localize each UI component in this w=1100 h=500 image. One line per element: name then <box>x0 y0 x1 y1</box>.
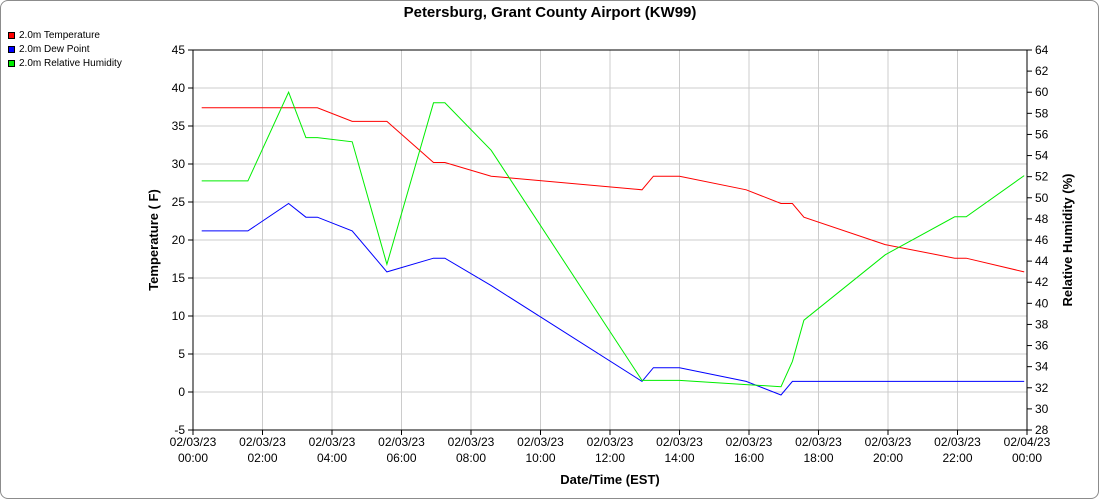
x-tick-date-label: 02/03/23 <box>309 435 356 449</box>
grid-layer <box>192 49 1028 431</box>
x-tick-date-label: 02/03/23 <box>448 435 495 449</box>
y2-tick-label: 64 <box>1035 43 1049 57</box>
y2-tick-label: 36 <box>1035 339 1049 353</box>
axis-layer <box>188 49 1032 435</box>
x-tick-date-label: 02/03/23 <box>865 435 912 449</box>
x-tick-date-label: 02/03/23 <box>934 435 981 449</box>
x-tick-time-label: 00:00 <box>178 451 208 465</box>
dew-point-line <box>201 202 1025 396</box>
y2-tick-label: 42 <box>1035 275 1049 289</box>
relative-humidity-line <box>201 90 1025 388</box>
x-tick-time-label: 20:00 <box>873 451 903 465</box>
x-tick-date-label: 02/03/23 <box>726 435 773 449</box>
x-axis-title: Date/Time (EST) <box>560 472 659 487</box>
y2-tick-label: 46 <box>1035 233 1049 247</box>
x-tick-time-label: 12:00 <box>595 451 625 465</box>
y-axis-title: Temperature ( F) <box>146 189 161 291</box>
y2-tick-label: 60 <box>1035 85 1049 99</box>
plot-border <box>192 49 1028 431</box>
legend-label-temperature: 2.0m Temperature <box>19 29 100 41</box>
y-tick-label: 35 <box>172 119 186 133</box>
y2-tick-label: 32 <box>1035 381 1049 395</box>
x-tick-time-label: 14:00 <box>664 451 694 465</box>
y2-tick-label: 56 <box>1035 127 1049 141</box>
x-tick-time-label: 02:00 <box>247 451 277 465</box>
y-tick-label: 40 <box>172 81 186 95</box>
x-tick-date-label: 02/03/23 <box>587 435 634 449</box>
legend-item-relative-humidity: 2.0m Relative Humidity <box>8 56 122 70</box>
tick-layer: -5 0 5 10 15 20 25 30 35 40 45 28 30 32 34 36 38 40 42 44 46… <box>170 43 1051 465</box>
x-tick-date-label: 02/03/23 <box>656 435 703 449</box>
x-tick-time-label: 00:00 <box>1012 451 1042 465</box>
x-tick-date-label: 02/03/23 <box>517 435 564 449</box>
y2-tick-label: 62 <box>1035 64 1049 78</box>
y-tick-label: 5 <box>178 347 185 361</box>
y2-tick-label: 50 <box>1035 191 1049 205</box>
series-layer <box>201 90 1025 396</box>
y-tick-label: 0 <box>178 385 185 399</box>
y2-tick-label: 48 <box>1035 212 1049 226</box>
x-tick-date-label: 02/03/23 <box>795 435 842 449</box>
y-tick-label: 15 <box>172 271 186 285</box>
legend-item-dew-point: 2.0m Dew Point <box>8 42 122 56</box>
temperature-swatch <box>8 31 15 39</box>
y-tick-label: 45 <box>172 43 186 57</box>
legend-label-dew-point: 2.0m Dew Point <box>19 43 90 55</box>
y2-axis-title: Relative Humidity (%) <box>1060 174 1075 307</box>
chart-title: Petersburg, Grant County Airport (KW99) <box>403 4 697 21</box>
y2-tick-label: 38 <box>1035 317 1049 331</box>
x-tick-date-label: 02/03/23 <box>239 435 286 449</box>
dew-point-swatch <box>8 45 15 53</box>
relative-humidity-swatch <box>8 59 15 67</box>
legend: 2.0m Temperature 2.0m Dew Point 2.0m Rel… <box>8 28 122 70</box>
y2-tick-label: 44 <box>1035 254 1049 268</box>
y2-tick-label: 54 <box>1035 149 1049 163</box>
temperature-line <box>201 107 1025 273</box>
y2-tick-label: 34 <box>1035 360 1049 374</box>
x-tick-time-label: 08:00 <box>456 451 486 465</box>
y-tick-label: 10 <box>172 309 186 323</box>
x-tick-time-label: 16:00 <box>734 451 764 465</box>
x-tick-date-label: 02/03/23 <box>170 435 217 449</box>
x-tick-time-label: 04:00 <box>317 451 347 465</box>
legend-label-relative-humidity: 2.0m Relative Humidity <box>19 57 122 69</box>
y-tick-label: 20 <box>172 233 186 247</box>
x-tick-time-label: 06:00 <box>386 451 416 465</box>
y2-tick-label: 40 <box>1035 296 1049 310</box>
x-tick-time-label: 18:00 <box>803 451 833 465</box>
y2-tick-label: 28 <box>1035 423 1049 437</box>
y-tick-label: 25 <box>172 195 186 209</box>
x-tick-date-label: 02/04/23 <box>1004 435 1051 449</box>
x-tick-time-label: 22:00 <box>942 451 972 465</box>
x-tick-date-label: 02/03/23 <box>378 435 425 449</box>
y-tick-label: 30 <box>172 157 186 171</box>
y2-tick-label: 30 <box>1035 402 1049 416</box>
y2-tick-label: 52 <box>1035 170 1049 184</box>
legend-item-temperature: 2.0m Temperature <box>8 28 122 42</box>
y2-tick-label: 58 <box>1035 106 1049 120</box>
y-tick-label: -5 <box>174 423 185 437</box>
x-tick-time-label: 10:00 <box>525 451 555 465</box>
